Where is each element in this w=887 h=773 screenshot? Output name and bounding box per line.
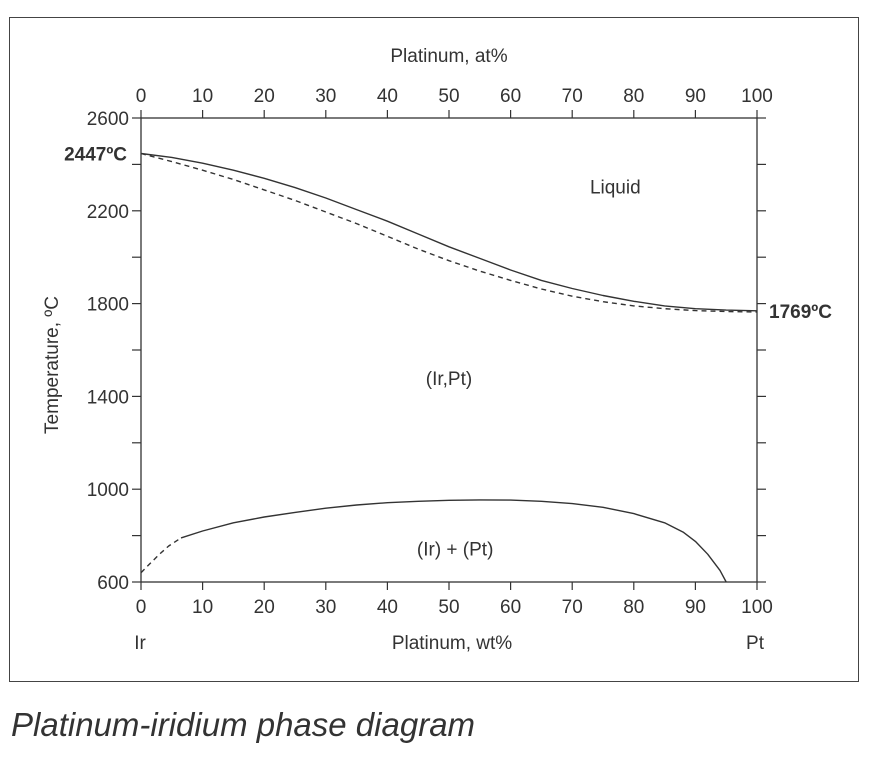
x-tick-label-bottom-80: 80: [623, 597, 644, 618]
x-tick-label-bottom-20: 20: [254, 597, 275, 618]
x-tick-label-top-80: 80: [623, 86, 644, 107]
x-tick-label-top-20: 20: [254, 86, 275, 107]
x-tick-label-top-0: 0: [136, 86, 147, 107]
y-tick-label-1400: 1400: [87, 387, 129, 408]
y-tick-label-600: 600: [97, 573, 129, 594]
melting-point-label-1: 2447ºC: [64, 144, 127, 165]
melting-point-label-2: 1769ºC: [769, 302, 832, 323]
x-end-label-ir: Ir: [134, 633, 146, 654]
x-tick-label-bottom-90: 90: [685, 597, 706, 618]
boundary-curve-3-solid: [180, 499, 727, 583]
figure-caption: Platinum-iridium phase diagram: [11, 706, 476, 743]
phase-diagram-chart: Platinum, at% Platinum, wt% Temperature,…: [42, 46, 832, 654]
x-tick-label-bottom-60: 60: [500, 597, 521, 618]
x-tick-label-top-40: 40: [377, 86, 398, 107]
x-tick-label-top-30: 30: [315, 86, 336, 107]
labels: Platinum, at% Platinum, wt% Temperature,…: [42, 46, 832, 654]
x-tick-label-top-70: 70: [562, 86, 583, 107]
x-tick-label-bottom-30: 30: [315, 597, 336, 618]
x-tick-label-bottom-100: 100: [741, 597, 773, 618]
chart-frame: [9, 17, 859, 682]
region-label-1: Liquid: [590, 177, 641, 198]
y-tick-label-2200: 2200: [87, 202, 129, 223]
y-tick-label-1800: 1800: [87, 295, 129, 316]
axes-box: [132, 110, 766, 590]
x-tick-label-bottom-50: 50: [438, 597, 459, 618]
x-tick-label-top-90: 90: [685, 86, 706, 107]
x-tick-label-bottom-40: 40: [377, 597, 398, 618]
x-end-label-pt: Pt: [746, 633, 765, 654]
x-axis-title-bottom: Platinum, wt%: [392, 633, 512, 654]
x-tick-label-top-60: 60: [500, 86, 521, 107]
x-tick-label-bottom-0: 0: [136, 597, 147, 618]
y-tick-label-2600: 2600: [87, 109, 129, 130]
y-tick-label-1000: 1000: [87, 480, 129, 501]
x-tick-label-top-100: 100: [741, 86, 773, 107]
x-tick-label-top-10: 10: [192, 86, 213, 107]
boundary-curve-2-dashed: [140, 152, 758, 313]
boundary-curve-1-solid: [140, 152, 758, 312]
boundary-curve-4-dashed: [140, 537, 182, 574]
region-label-3: (Ir) + (Pt): [417, 539, 494, 560]
x-axis-title-top: Platinum, at%: [390, 46, 507, 67]
plot-border: [140, 117, 758, 583]
x-tick-label-top-50: 50: [438, 86, 459, 107]
x-tick-label-bottom-70: 70: [562, 597, 583, 618]
phase-boundaries: [140, 152, 758, 583]
y-axis-title: Temperature, ºC: [42, 296, 63, 434]
region-label-2: (Ir,Pt): [426, 369, 472, 390]
x-tick-label-bottom-10: 10: [192, 597, 213, 618]
